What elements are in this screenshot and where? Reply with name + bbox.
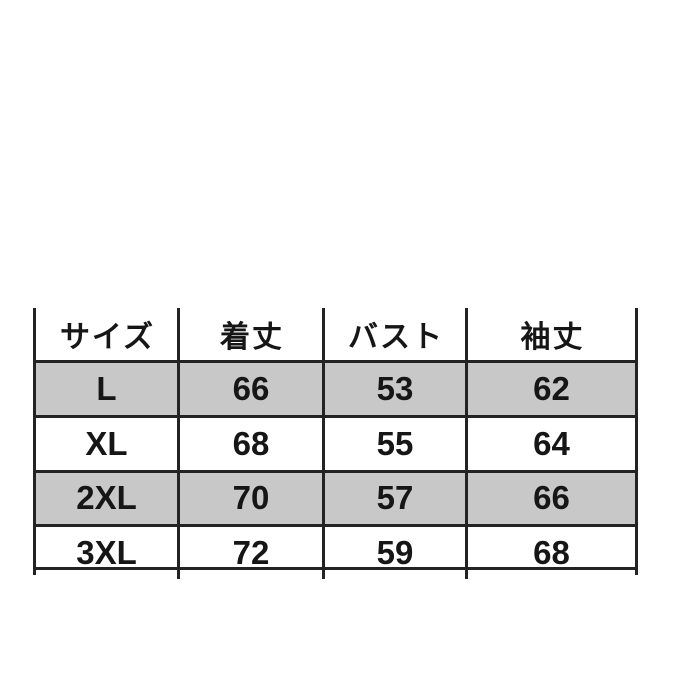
column-header-bust: バスト [325, 308, 468, 360]
cell-3xl-length: 72 [180, 527, 325, 579]
cell-l-size: L [36, 363, 180, 415]
cell-xl-bust: 55 [325, 417, 468, 470]
cell-2xl-size: 2XL [36, 472, 180, 525]
table-bottom-left-tick [33, 570, 36, 575]
table-bottom-right-tick [635, 570, 638, 575]
column-header-sleeve: 袖丈 [520, 321, 585, 354]
cell-2xl-sleeve: 66 [533, 479, 570, 517]
cell-2xl-bust: 57 [325, 472, 468, 525]
table-row-3xl: 3XL 72 59 68 [36, 524, 635, 579]
cell-3xl-size: 3XL [36, 527, 180, 579]
table-header-row: サイズ 着丈 バスト 袖丈 [36, 308, 635, 360]
cell-xl-size: XL [36, 417, 180, 470]
table-row-2xl: 2XL 70 57 66 [36, 469, 635, 525]
cell-xl-length: 68 [180, 417, 325, 470]
column-header-length: 着丈 [180, 308, 325, 360]
cell-3xl-bust: 59 [325, 527, 468, 579]
table-row-xl: XL 68 55 64 [36, 414, 635, 470]
cell-l-bust: 53 [325, 363, 468, 415]
cell-3xl-sleeve: 68 [533, 534, 570, 572]
cell-l-sleeve: 62 [533, 369, 570, 407]
cell-2xl-length: 70 [180, 472, 325, 525]
column-header-size: サイズ [36, 308, 180, 360]
size-chart-table: サイズ 着丈 バスト 袖丈 L 66 53 62 XL 68 55 64 2XL… [33, 308, 638, 579]
cell-l-length: 66 [180, 363, 325, 415]
cell-xl-sleeve: 64 [533, 424, 570, 462]
table-row-l: L 66 53 62 [36, 360, 635, 415]
